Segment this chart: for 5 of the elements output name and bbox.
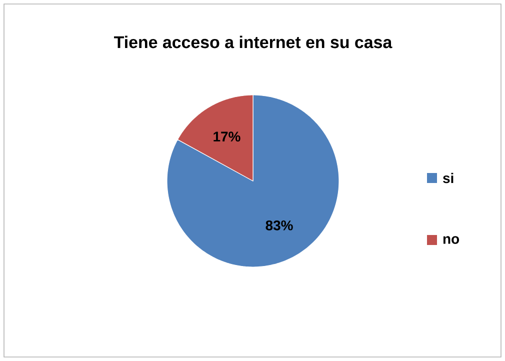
legend-label: si — [443, 172, 454, 184]
data-label: 17% — [214, 132, 240, 142]
chart-title: Tiene acceso a internet en su casa — [114, 36, 392, 48]
data-label: 83% — [266, 220, 293, 230]
legend-label: no — [443, 236, 460, 244]
